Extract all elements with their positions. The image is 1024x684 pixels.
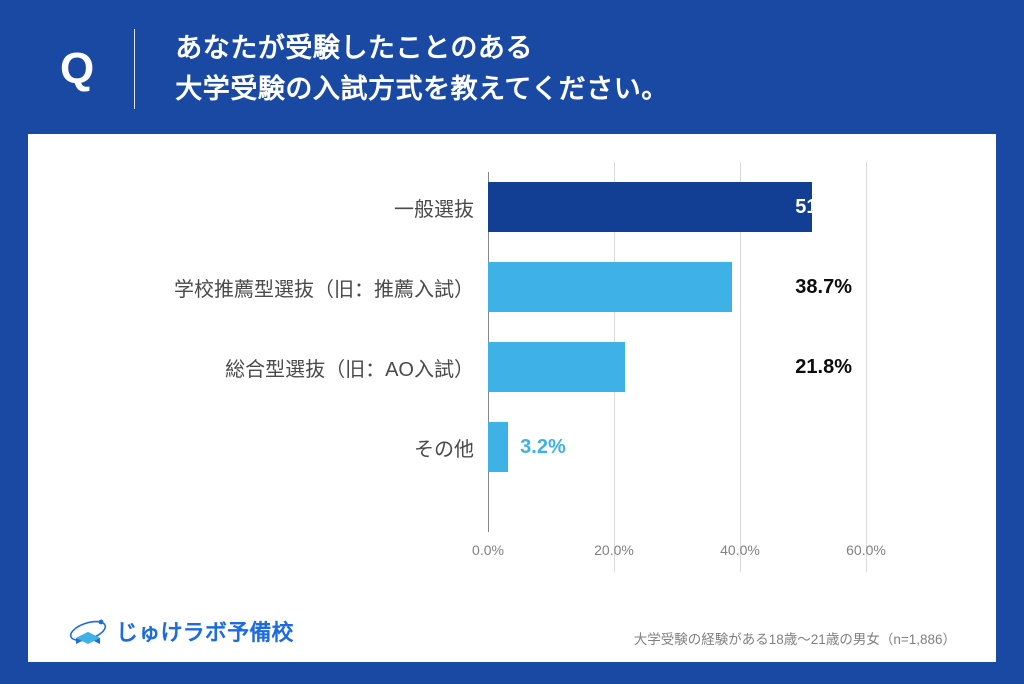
book-orbit-icon	[68, 614, 108, 648]
slide-frame: Q あなたが受験したことのある 大学受験の入試方式を教えてください。 0.0% 2…	[0, 0, 1024, 684]
bar-row: 一般選抜 51.4%	[88, 182, 866, 232]
sample-note: 大学受験の経験がある18歳～21歳の男女（n=1,886）	[634, 628, 956, 648]
category-label: その他	[88, 433, 488, 462]
value-label: 3.2%	[508, 436, 566, 459]
bar-row: 学校推薦型選抜（旧：推薦入試） 38.7%	[88, 262, 866, 312]
bar-row: 総合型選抜（旧：AO入試） 21.8%	[88, 342, 866, 392]
value-label: 38.7%	[622, 276, 866, 299]
bar	[488, 342, 625, 392]
question-text: あなたが受験したことのある 大学受験の入試方式を教えてください。	[135, 28, 669, 109]
x-tick-label: 0.0%	[472, 542, 504, 558]
brand-logo: じゅけラボ予備校	[68, 614, 294, 648]
value-label: 21.8%	[729, 356, 866, 379]
value-label: 51.4%	[542, 196, 866, 219]
gridline	[866, 162, 867, 572]
brand-name: じゅけラボ予備校	[116, 615, 294, 647]
bar-wrap: 51.4%	[488, 182, 866, 232]
card-footer: じゅけラボ予備校 大学受験の経験がある18歳～21歳の男女（n=1,886）	[68, 614, 956, 648]
bar-row: その他 3.2%	[88, 422, 866, 472]
chart-area: 0.0% 20.0% 40.0% 60.0% 一般選抜 51.4% 学校推薦型選抜（旧：推薦…	[88, 162, 926, 572]
chart-card: 0.0% 20.0% 40.0% 60.0% 一般選抜 51.4% 学校推薦型選抜（旧：推薦…	[28, 134, 996, 662]
question-header: Q あなたが受験したことのある 大学受験の入試方式を教えてください。	[0, 0, 1024, 133]
bar	[488, 422, 508, 472]
category-label: 総合型選抜（旧：AO入試）	[88, 353, 488, 382]
bar-wrap: 21.8%	[488, 342, 866, 392]
x-tick-label: 60.0%	[846, 542, 886, 558]
x-tick-label: 40.0%	[720, 542, 760, 558]
q-mark: Q	[60, 47, 134, 91]
category-label: 一般選抜	[88, 193, 488, 222]
bar-wrap: 38.7%	[488, 262, 866, 312]
bar-wrap: 3.2%	[488, 422, 866, 472]
category-label: 学校推薦型選抜（旧：推薦入試）	[88, 273, 488, 302]
x-tick-label: 20.0%	[594, 542, 634, 558]
